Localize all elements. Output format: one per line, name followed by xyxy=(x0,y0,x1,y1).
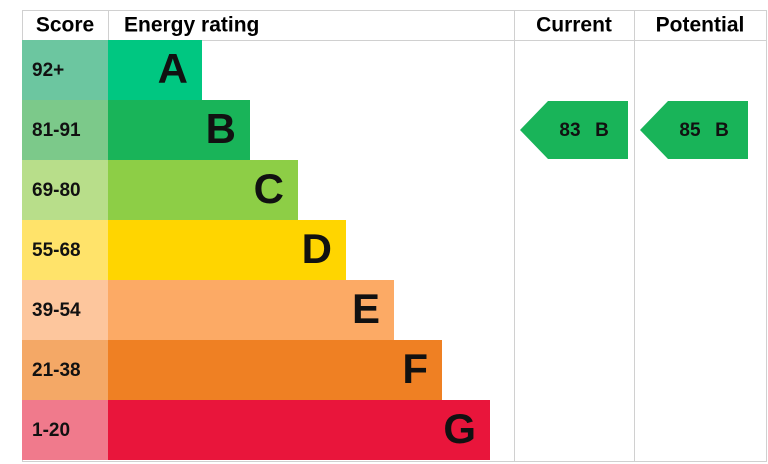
rating-letter: B xyxy=(595,120,609,141)
score-label: 1-20 xyxy=(32,420,70,441)
rating-letter: B xyxy=(715,120,729,141)
score-cell xyxy=(22,400,108,460)
rating-value: 85 xyxy=(679,120,701,141)
band-letter: D xyxy=(302,225,332,272)
band-letter: F xyxy=(402,345,428,392)
header: Current xyxy=(536,14,612,37)
score-cell xyxy=(22,40,108,100)
rating-arrow xyxy=(520,101,628,159)
band-bar xyxy=(108,160,298,220)
score-label: 92+ xyxy=(32,60,64,81)
band-bar xyxy=(108,100,250,160)
header: Energy rating xyxy=(124,14,259,37)
score-cell xyxy=(22,100,108,160)
band-letter: C xyxy=(254,165,284,212)
band-letter: G xyxy=(443,405,476,452)
score-cell xyxy=(22,340,108,400)
band-bar xyxy=(108,280,394,340)
band-bar xyxy=(108,220,346,280)
band-bar xyxy=(108,40,202,100)
score-label: 81-91 xyxy=(32,120,81,141)
header: Potential xyxy=(656,14,745,37)
score-cell xyxy=(22,160,108,220)
band-bar xyxy=(108,400,490,460)
band-letter: E xyxy=(352,285,380,332)
band-letter: A xyxy=(158,45,188,92)
rating-value: 83 xyxy=(559,120,580,141)
header: Score xyxy=(36,14,94,37)
score-cell xyxy=(22,280,108,340)
score-label: 69-80 xyxy=(32,180,81,201)
band-letter: B xyxy=(206,105,236,152)
rating-arrow xyxy=(640,101,748,159)
band-bar xyxy=(108,340,442,400)
score-label: 21-38 xyxy=(32,360,81,381)
score-label: 39-54 xyxy=(32,300,81,321)
score-cell xyxy=(22,220,108,280)
score-label: 55-68 xyxy=(32,240,81,261)
